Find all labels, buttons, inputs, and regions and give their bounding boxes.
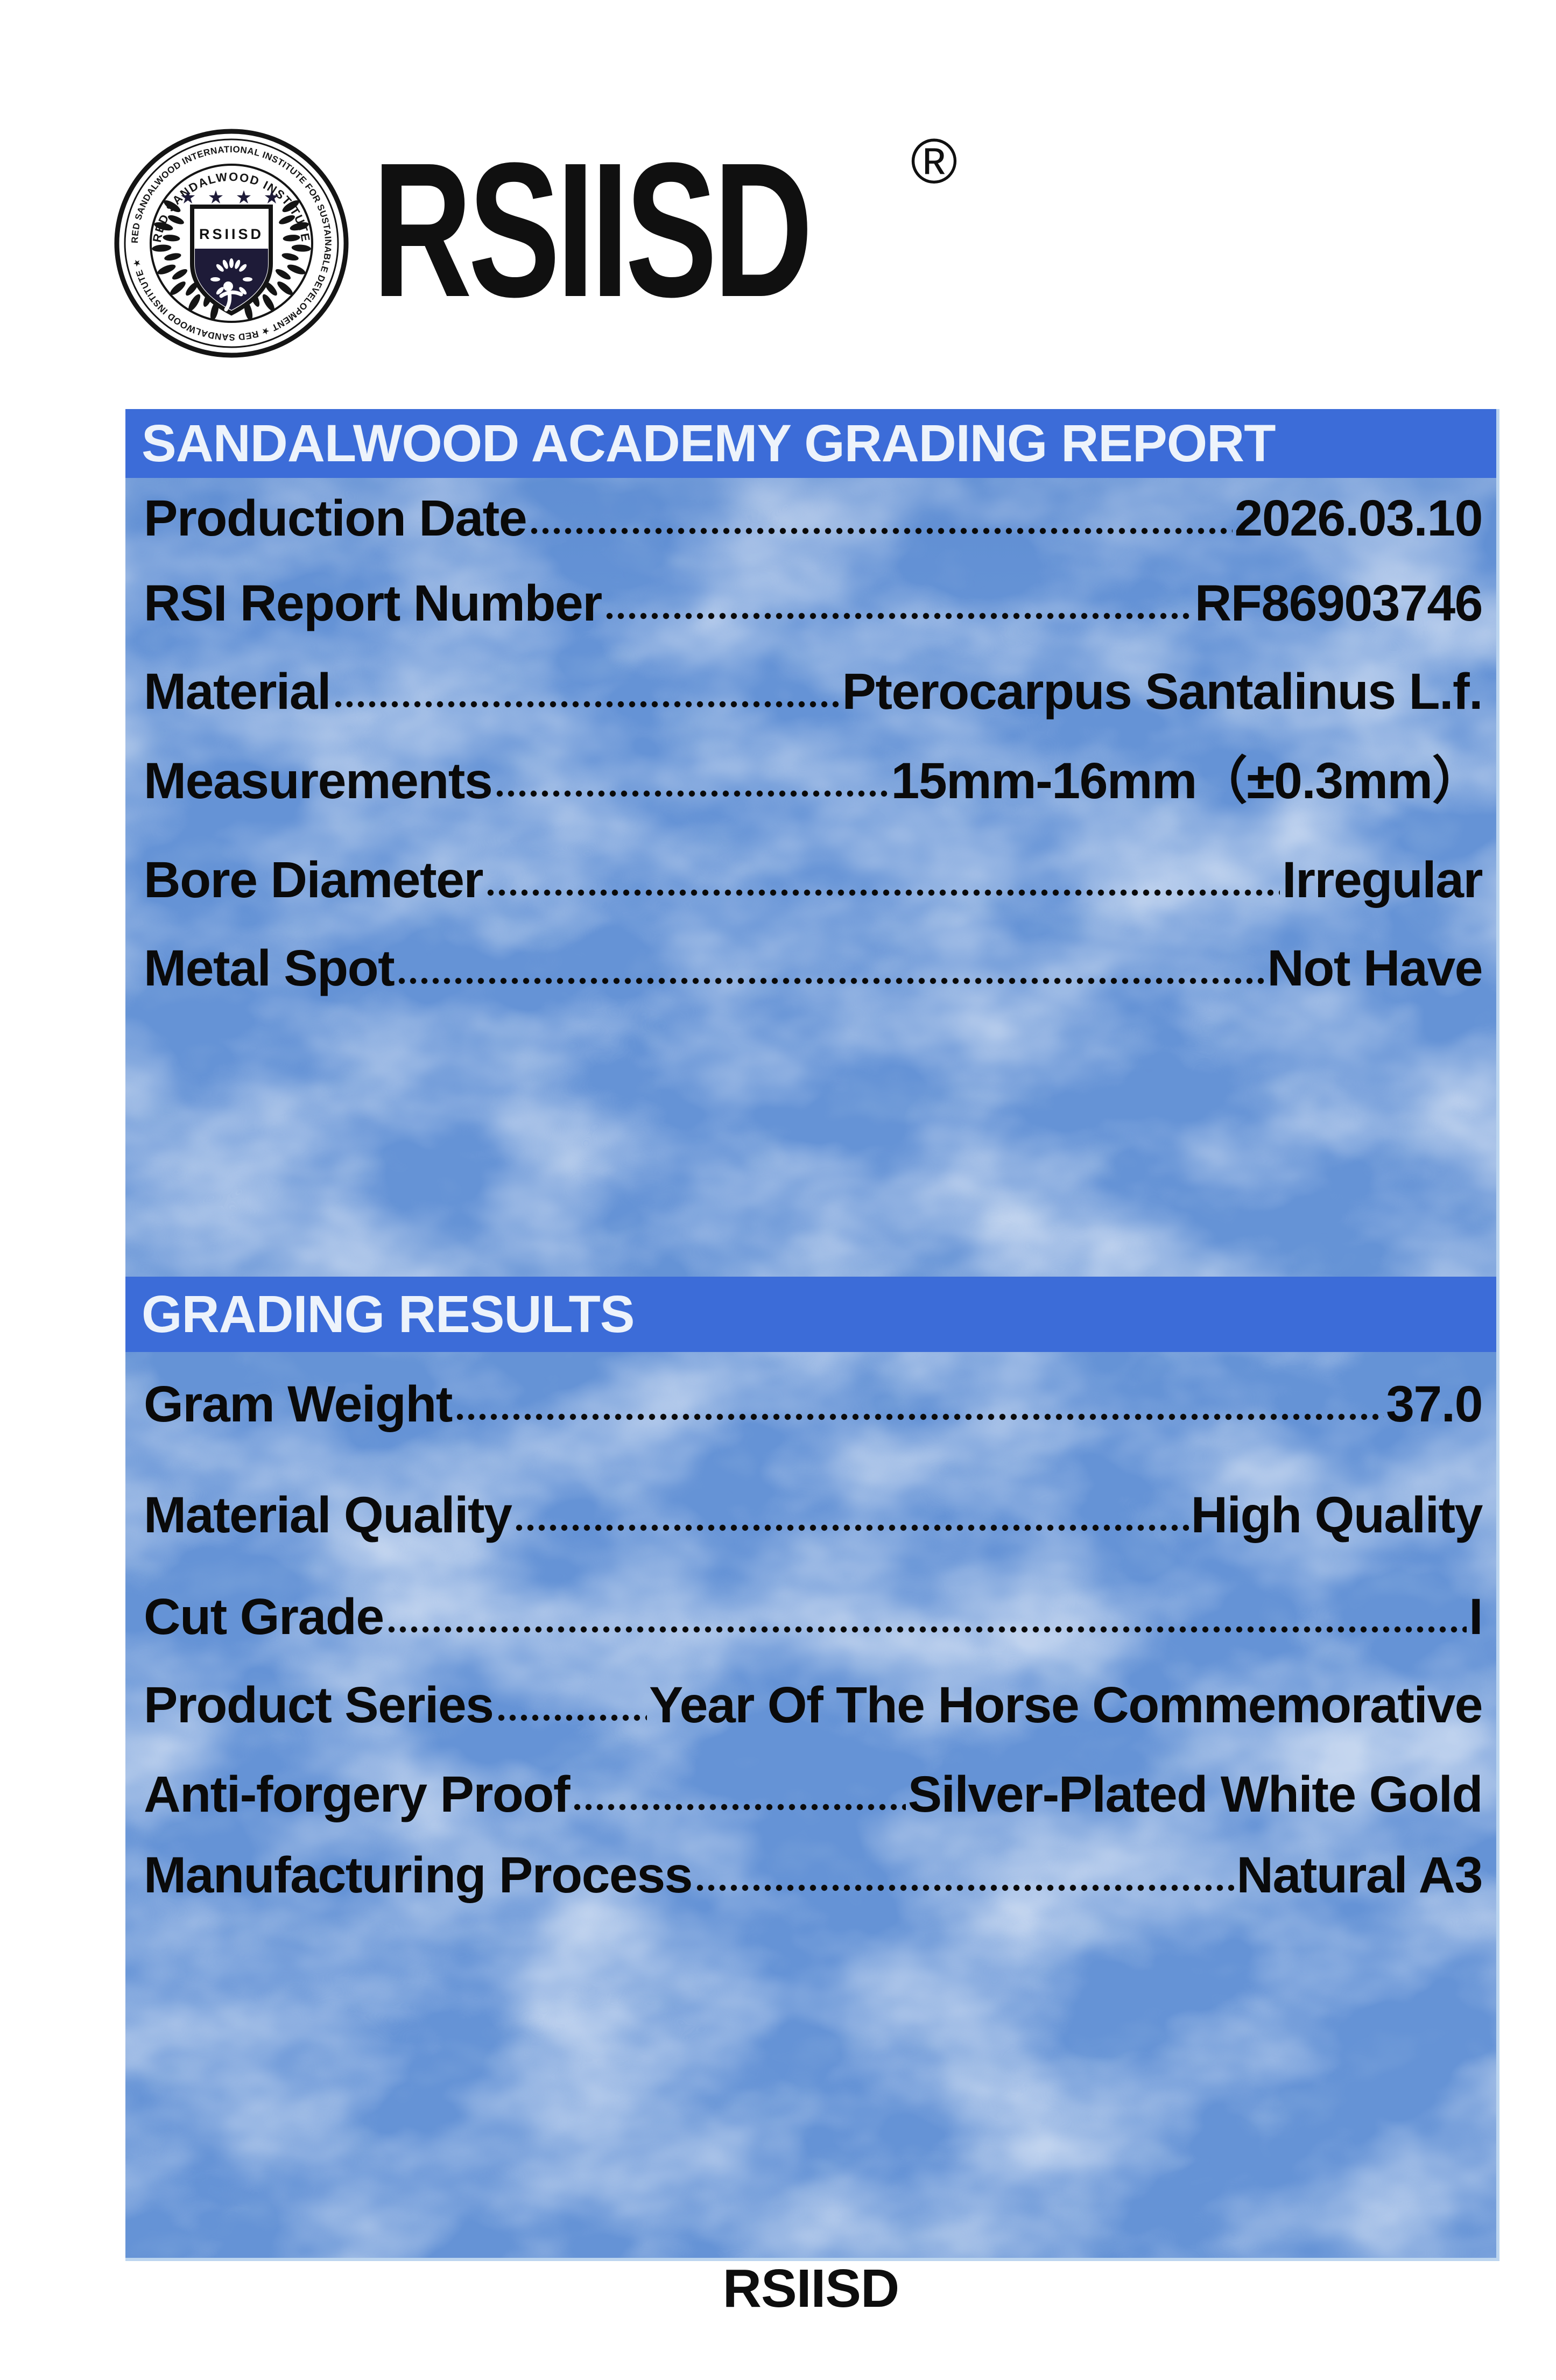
field-value: Irregular bbox=[1282, 851, 1483, 909]
field-value: 15mm-16mm（±0.3mm） bbox=[891, 752, 1483, 809]
field-row-material-quality: Material Quality High Quality bbox=[125, 1481, 1496, 1550]
dotted-leader bbox=[484, 888, 1280, 897]
dotted-leader bbox=[603, 611, 1193, 621]
dotted-leader bbox=[572, 1802, 906, 1812]
field-value: 2026.03.10 bbox=[1234, 490, 1483, 547]
field-label: Metal Spot bbox=[144, 940, 395, 997]
dotted-leader bbox=[454, 1412, 1384, 1421]
field-label: Product Series bbox=[144, 1677, 494, 1734]
field-label: RSI Report Number bbox=[144, 575, 602, 632]
dotted-leader bbox=[513, 1523, 1189, 1532]
field-row-manufacturing-process: Manufacturing Process Natural A3 bbox=[125, 1841, 1496, 1910]
seal-tree-emblem-icon bbox=[210, 258, 252, 312]
field-row-rsi-report-number: RSI Report Number RF86903746 bbox=[125, 569, 1496, 638]
field-row-measurements: Measurements 15mm-16mm（±0.3mm） bbox=[125, 747, 1496, 815]
rsiisd-seal-logo: RED SANDALWOOD INTERNATIONAL INSTITUTE F… bbox=[114, 129, 349, 358]
field-value: Pterocarpus Santalinus L.f. bbox=[842, 663, 1483, 720]
field-label: Cut Grade bbox=[144, 1588, 384, 1645]
field-value: Year Of The Horse Commemorative bbox=[649, 1677, 1483, 1734]
field-row-gram-weight: Gram Weight 37.0 bbox=[125, 1370, 1496, 1439]
field-label: Gram Weight bbox=[144, 1376, 453, 1433]
seal-stars-icon: ★ ★ ★ ★ bbox=[180, 187, 283, 208]
field-row-production-date: Production Date 2026.03.10 bbox=[125, 484, 1496, 553]
dotted-leader bbox=[333, 700, 840, 709]
report-section-header: SANDALWOOD ACADEMY GRADING REPORT bbox=[125, 409, 1496, 478]
field-label: Anti-forgery Proof bbox=[144, 1766, 571, 1823]
footer-brand-text: RSIISD bbox=[722, 2258, 899, 2319]
field-label: Manufacturing Process bbox=[144, 1847, 693, 1904]
dotted-leader bbox=[529, 526, 1233, 536]
field-label: Production Date bbox=[144, 490, 527, 547]
report-section-title: SANDALWOOD ACADEMY GRADING REPORT bbox=[142, 414, 1276, 473]
field-row-metal-spot: Metal Spot Not Have bbox=[125, 934, 1496, 1003]
registered-trademark-icon: ® bbox=[911, 126, 957, 197]
field-value: I bbox=[1469, 1588, 1483, 1645]
dotted-leader bbox=[694, 1883, 1235, 1892]
field-value: Natural A3 bbox=[1236, 1847, 1483, 1904]
field-label: Material bbox=[144, 663, 332, 720]
field-row-product-series: Product Series Year Of The Horse Commemo… bbox=[125, 1671, 1496, 1740]
dotted-leader bbox=[494, 789, 889, 798]
brand-wordmark: RSIISD bbox=[372, 123, 813, 337]
field-row-bore-diameter: Bore Diameter Irregular bbox=[125, 846, 1496, 914]
field-row-material: Material Pterocarpus Santalinus L.f. bbox=[125, 657, 1496, 726]
results-section-title: GRADING RESULTS bbox=[142, 1285, 635, 1343]
field-label: Measurements bbox=[144, 752, 493, 809]
dotted-leader bbox=[385, 1625, 1467, 1634]
field-value: High Quality bbox=[1191, 1487, 1483, 1544]
results-section-header: GRADING RESULTS bbox=[125, 1277, 1496, 1352]
field-value: Not Have bbox=[1267, 940, 1483, 997]
seal-shield-icon: RSIISD bbox=[190, 205, 273, 316]
field-value: RF86903746 bbox=[1194, 575, 1483, 632]
field-row-anti-forgery-proof: Anti-forgery Proof Silver-Plated White G… bbox=[125, 1760, 1496, 1829]
field-label: Material Quality bbox=[144, 1487, 512, 1544]
field-label: Bore Diameter bbox=[144, 851, 483, 909]
field-value: Silver-Plated White Gold bbox=[907, 1766, 1483, 1823]
certificate-panel: SANDALWOOD ACADEMY GRADING REPORT Produc… bbox=[125, 409, 1499, 2261]
dotted-leader bbox=[396, 976, 1265, 985]
seal-rings bbox=[114, 129, 349, 358]
seal-shield-text: RSIISD bbox=[199, 226, 264, 242]
field-row-cut-grade: Cut Grade I bbox=[125, 1582, 1496, 1651]
dotted-leader bbox=[495, 1713, 647, 1722]
field-value: 37.0 bbox=[1386, 1376, 1483, 1433]
